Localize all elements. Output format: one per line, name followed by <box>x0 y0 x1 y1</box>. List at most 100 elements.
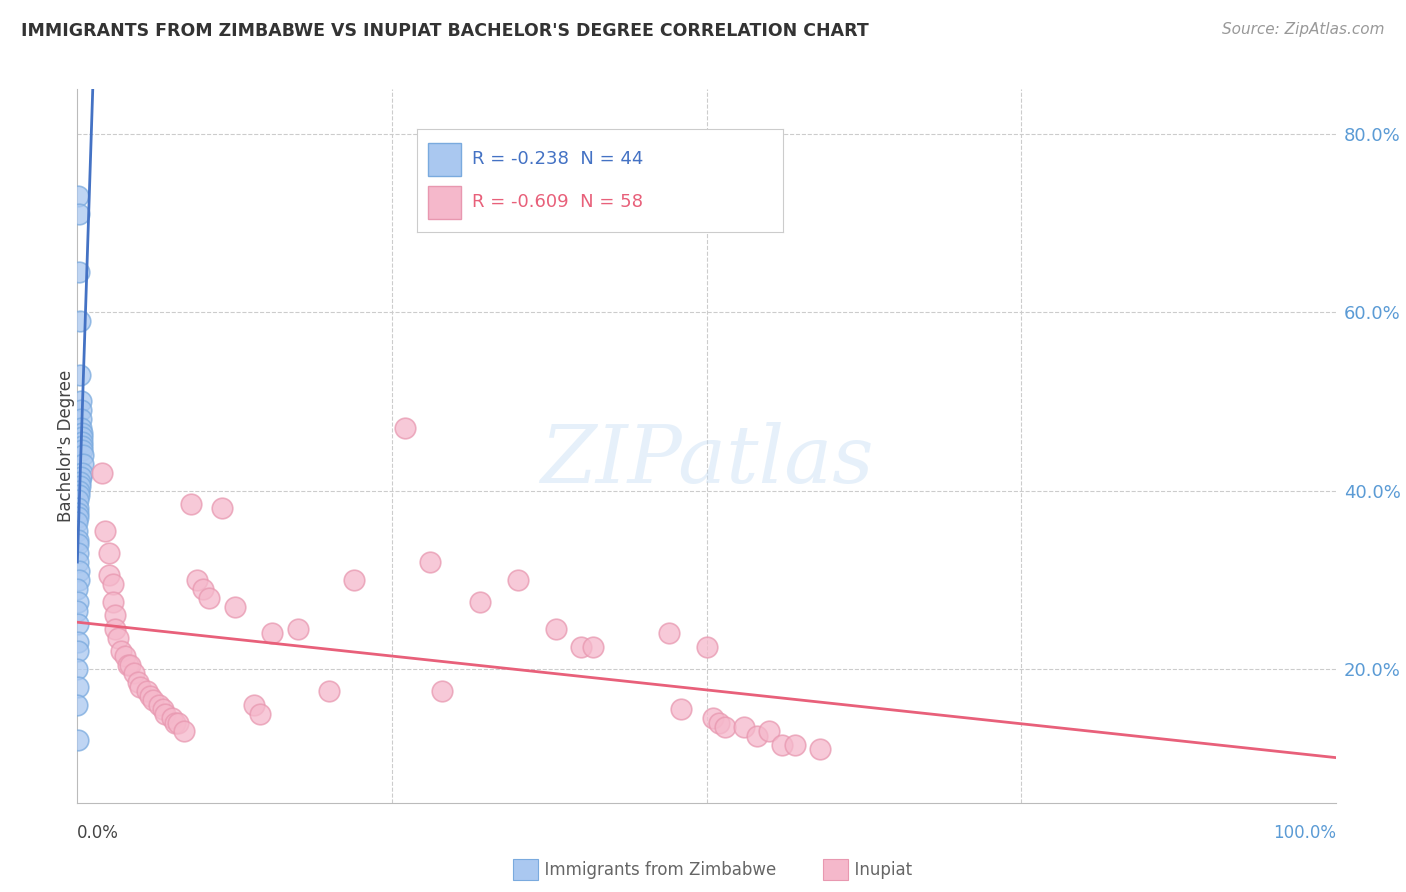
Point <box>66 635 89 649</box>
Text: R = -0.238  N = 44: R = -0.238 N = 44 <box>472 150 644 168</box>
Point <box>66 680 89 694</box>
Text: 0.0%: 0.0% <box>77 824 120 842</box>
Text: Source: ZipAtlas.com: Source: ZipAtlas.com <box>1222 22 1385 37</box>
Point <box>165 715 187 730</box>
Point <box>224 599 246 614</box>
Point <box>242 698 264 712</box>
Y-axis label: Bachelor's Degree: Bachelor's Degree <box>58 370 75 522</box>
Point <box>582 640 605 654</box>
Point <box>432 684 454 698</box>
Point <box>419 555 441 569</box>
Point <box>506 573 529 587</box>
Point <box>110 644 132 658</box>
Point <box>104 608 127 623</box>
Point <box>733 720 755 734</box>
Point <box>758 724 780 739</box>
Point <box>66 698 89 712</box>
Point <box>67 265 90 279</box>
Point <box>343 573 366 587</box>
Point <box>745 729 768 743</box>
Point <box>67 564 90 578</box>
Point <box>67 644 90 658</box>
Point <box>66 582 89 596</box>
Point <box>783 738 806 752</box>
Point <box>101 577 124 591</box>
Point <box>66 662 89 676</box>
Point <box>658 626 681 640</box>
Point <box>66 595 89 609</box>
Point <box>107 631 129 645</box>
Point <box>770 738 793 752</box>
Point <box>67 483 90 498</box>
Point <box>468 595 491 609</box>
Text: IMMIGRANTS FROM ZIMBABWE VS INUPIAT BACHELOR'S DEGREE CORRELATION CHART: IMMIGRANTS FROM ZIMBABWE VS INUPIAT BACH… <box>21 22 869 40</box>
Point <box>318 684 340 698</box>
Point <box>135 684 157 698</box>
Text: R = -0.609  N = 58: R = -0.609 N = 58 <box>472 194 643 211</box>
Point <box>104 622 127 636</box>
Point <box>160 711 183 725</box>
Point <box>67 555 90 569</box>
Point <box>70 470 93 484</box>
Point <box>72 443 94 458</box>
Text: 100.0%: 100.0% <box>1272 824 1336 842</box>
Point <box>70 425 93 440</box>
Point <box>70 434 93 449</box>
Point <box>69 368 91 382</box>
Point <box>66 510 89 524</box>
Point <box>72 448 94 462</box>
Point <box>569 640 592 654</box>
Point <box>152 702 174 716</box>
Point <box>70 466 93 480</box>
Bar <box>427 186 461 219</box>
Point <box>129 680 152 694</box>
Point <box>155 706 177 721</box>
Text: Immigrants from Zimbabwe: Immigrants from Zimbabwe <box>534 861 776 879</box>
Text: Inupiat: Inupiat <box>844 861 911 879</box>
Point <box>186 573 208 587</box>
Point <box>707 715 730 730</box>
Point <box>287 622 309 636</box>
Point <box>66 537 89 551</box>
Point <box>249 706 271 721</box>
Point <box>544 622 567 636</box>
Point <box>70 412 93 426</box>
Point <box>69 475 91 489</box>
Point <box>180 497 202 511</box>
Point <box>97 568 120 582</box>
Point <box>67 488 90 502</box>
Point <box>67 207 90 221</box>
Point <box>173 724 195 739</box>
Point <box>69 314 91 328</box>
Point <box>97 546 120 560</box>
Point <box>66 501 89 516</box>
Point <box>262 626 284 640</box>
Point <box>70 421 93 435</box>
Point <box>122 666 145 681</box>
Point <box>66 546 89 560</box>
Point <box>191 582 215 596</box>
Point <box>127 675 149 690</box>
Point <box>69 479 91 493</box>
Point <box>70 430 93 444</box>
Point <box>66 524 89 538</box>
Point <box>94 524 117 538</box>
Point <box>394 421 416 435</box>
Text: ZIPatlas: ZIPatlas <box>540 422 873 499</box>
Point <box>142 693 165 707</box>
Bar <box>427 143 461 176</box>
Point <box>702 711 724 725</box>
Point <box>671 702 693 716</box>
Point <box>66 604 89 618</box>
Point <box>139 689 162 703</box>
Point <box>66 506 89 520</box>
Point <box>70 439 93 453</box>
Point <box>66 733 89 747</box>
Point <box>198 591 221 605</box>
Point <box>117 657 139 672</box>
Point <box>808 742 831 756</box>
Point <box>167 715 190 730</box>
Point <box>714 720 737 734</box>
Point <box>101 595 124 609</box>
Point <box>66 617 89 632</box>
